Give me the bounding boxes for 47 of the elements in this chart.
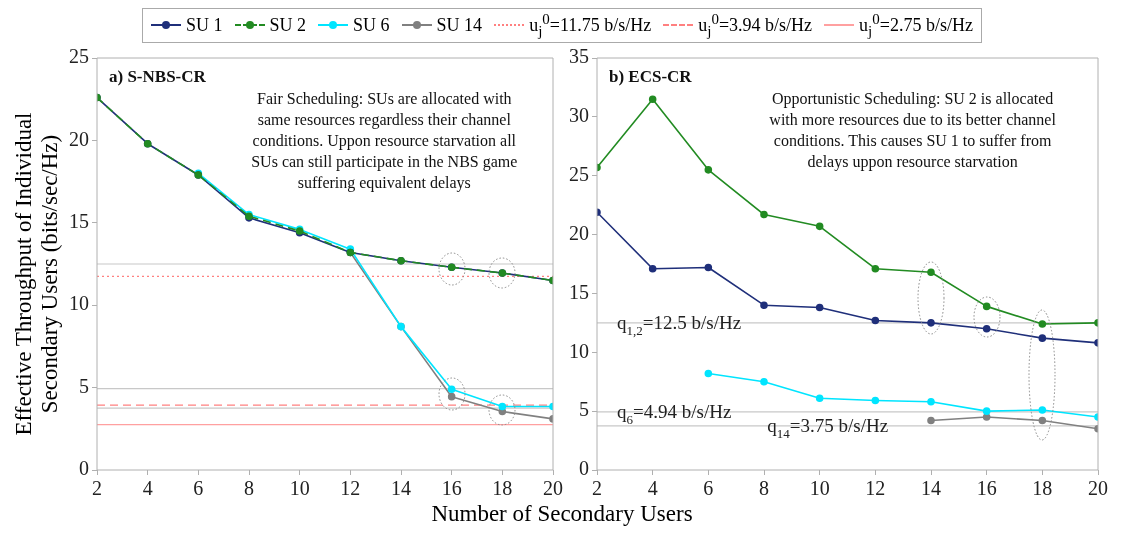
y-tick-label: 20 [569,221,589,244]
x-tick-label: 10 [289,476,310,499]
x-tick-label: 4 [142,476,153,499]
x-tick-label: 4 [647,476,658,499]
y-tick-label: 25 [569,162,589,185]
legend-label: u$_{j}$$^{0}$=2.75 b/s/Hz [859,11,973,40]
annotation: Fair Scheduling: SUs are allocated with same resources regardless their channel conditions. Uppon resource starvation all SUs can still participate in the NBS game suffering equivalent delays [251,89,518,192]
x-tick-label: 14 [391,476,411,499]
y-tick-label: 0 [79,456,89,479]
y-tick-label: 20 [69,127,89,150]
y-tick-label: 30 [569,103,589,126]
text: b) ECS-CR [609,66,693,86]
annotation: Opportunistic Scheduling: SU 2 is allocated with more resources due to its better channel conditions. This causes SU 1 to suffer from delays uppon resource starvation [769,89,1057,171]
x-tick-label: 16 [976,476,997,499]
legend-label: u$_{j}$$^{0}$=3.94 b/s/Hz [698,11,813,40]
x-tick-label: 6 [193,476,204,499]
x-tick-label: 18 [1032,476,1053,499]
x-tick-label: 18 [492,476,513,499]
x-tick-label: 12 [340,476,361,499]
legend-label: SU 2 [269,14,307,36]
x-tick-label: 20 [1088,476,1108,499]
x-tick-label: 8 [244,476,254,499]
y-tick-label: 5 [579,397,589,420]
legend-label: u$_{j}$$^{0}$=11.75 b/s/Hz [529,11,652,40]
x-tick-label: 6 [703,476,714,499]
x-tick-label: 2 [592,476,602,499]
y-tick-label: 15 [69,209,89,232]
x-tick-label: 8 [759,476,769,499]
y-tick-label: 10 [69,292,89,315]
legend-label: SU 6 [353,14,390,36]
y-tick-label: 15 [569,280,589,303]
y-tick-label: 35 [569,44,589,67]
x-tick-label: 14 [921,476,941,499]
y-tick-label: 25 [69,44,89,67]
y-tick-label: 5 [79,374,89,397]
y-axis-title: Effective Throughput of Individual Secondary Users (bits/sec/Hz) [11,111,63,438]
x-axis-title: Number of Secondary Users [430,500,694,527]
y-tick-label: 10 [569,339,589,362]
x-tick-label: 10 [809,476,830,499]
legend-label: SU 1 [186,14,223,36]
x-tick-label: 16 [441,476,462,499]
x-tick-label: 12 [865,476,886,499]
x-tick-label: 20 [543,476,563,499]
legend-label: SU 14 [436,14,483,36]
y-tick-label: 0 [579,456,589,479]
x-tick-label: 2 [92,476,102,499]
text: a) S-NBS-CR [109,66,207,86]
